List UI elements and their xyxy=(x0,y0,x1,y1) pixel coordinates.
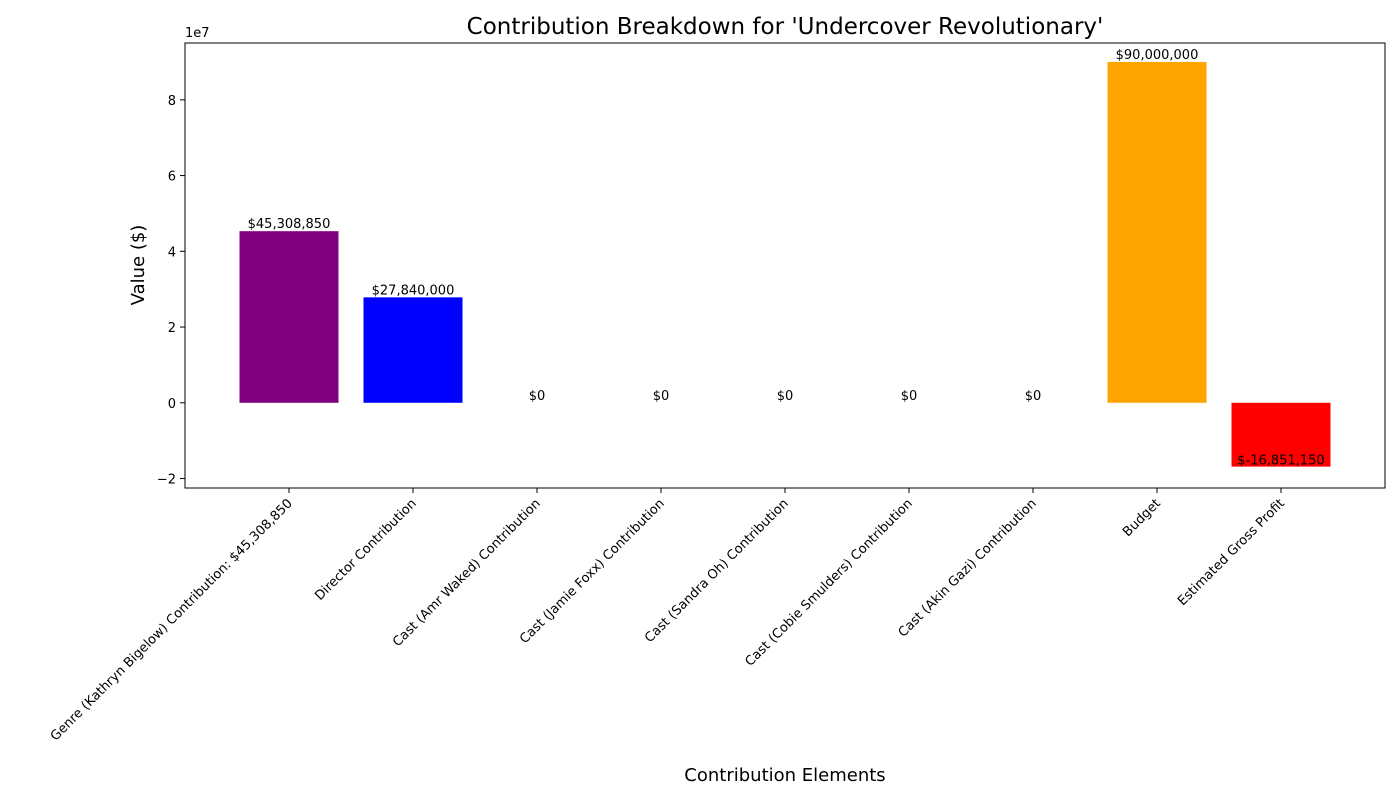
x-axis-ticks: Genre (Kathryn Bigelow) Contribution: $4… xyxy=(48,488,1288,744)
value-labels-layer: $45,308,850 $27,840,000 $0 $0 $0 $0 $0 $90,000,… xyxy=(248,48,1325,469)
bar-value-label: $45,308,850 xyxy=(248,217,331,232)
x-tick-label: Cast (Sandra Oh) Contribution xyxy=(642,496,792,646)
y-axis-scale-label: 1e7 xyxy=(185,26,210,41)
bar-value-label: $27,840,000 xyxy=(372,283,455,298)
x-tick-label: Director Contribution xyxy=(312,496,420,604)
x-tick-label: Genre (Kathryn Bigelow) Contribution: $4… xyxy=(48,496,296,744)
x-tick-label: Cast (Jamie Foxx) Contribution xyxy=(517,496,668,647)
x-tick-label: Budget xyxy=(1120,496,1164,540)
x-tick-label: Estimated Gross Profit xyxy=(1175,496,1288,609)
y-tick-label: 8 xyxy=(168,94,176,109)
y-axis-label: Value ($) xyxy=(128,225,149,306)
bar xyxy=(1107,61,1207,403)
bar-value-label: $0 xyxy=(529,389,546,404)
x-tick-label: Cast (Akin Gazi) Contribution xyxy=(896,496,1040,640)
bar-value-label: $90,000,000 xyxy=(1116,48,1199,63)
bar xyxy=(1231,402,1331,467)
bars-layer xyxy=(239,61,1331,467)
bar-value-label: $-16,851,150 xyxy=(1237,454,1324,469)
y-tick-label: −2 xyxy=(157,473,176,488)
bar-value-label: $0 xyxy=(901,389,918,404)
x-tick-label: Cast (Amr Waked) Contribution xyxy=(390,496,544,650)
y-tick-label: 0 xyxy=(168,397,176,412)
bar xyxy=(363,297,463,403)
y-axis-ticks: −2 0 2 4 6 8 xyxy=(157,94,185,488)
chart-title: Contribution Breakdown for 'Undercover R… xyxy=(467,14,1104,40)
x-axis-label: Contribution Elements xyxy=(684,765,885,786)
bar-value-label: $0 xyxy=(653,389,670,404)
plot-area-frame xyxy=(184,42,1386,489)
bar-value-label: $0 xyxy=(1025,389,1042,404)
y-tick-label: 6 xyxy=(168,170,176,185)
y-tick-label: 4 xyxy=(168,245,176,260)
bar xyxy=(239,231,339,403)
y-tick-label: 2 xyxy=(168,321,176,336)
bar-value-label: $0 xyxy=(777,389,794,404)
